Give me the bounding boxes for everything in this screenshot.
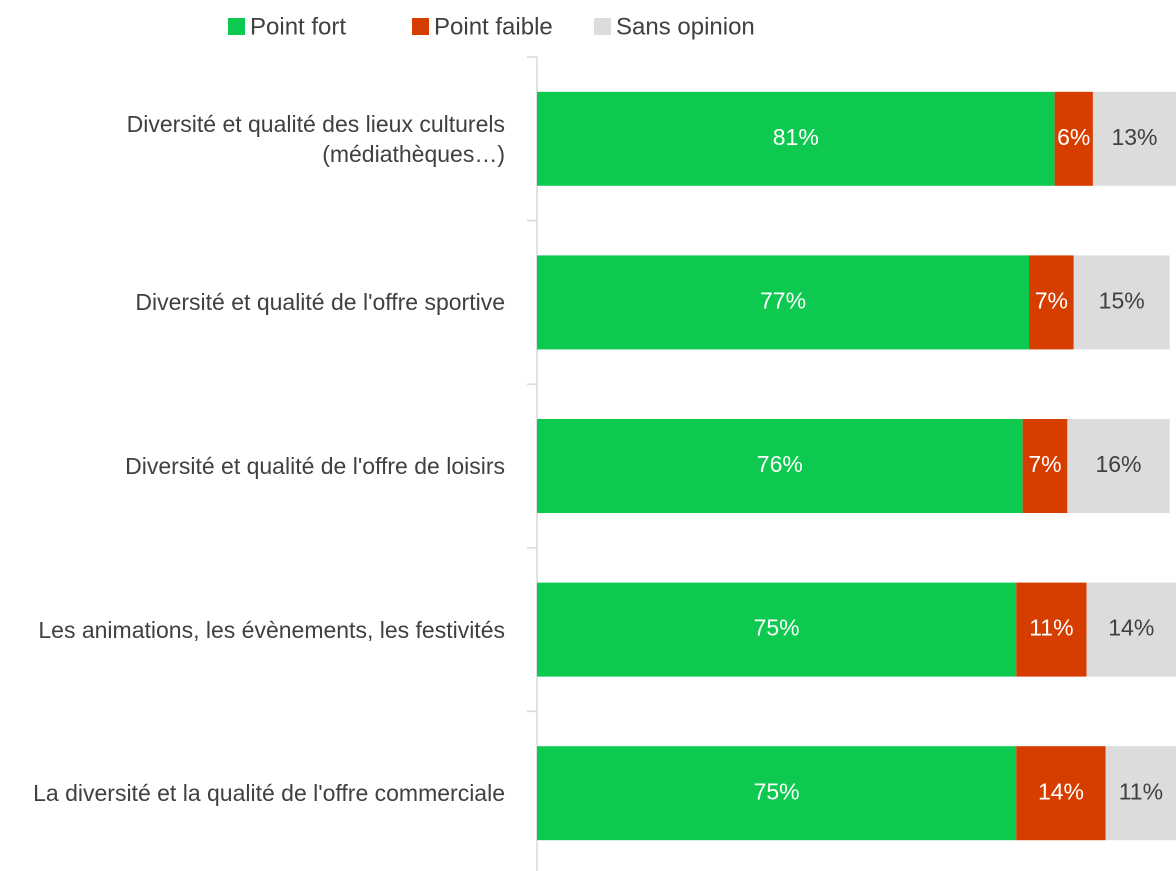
category-label: Diversité et qualité de l'offre de loisi… xyxy=(0,451,505,481)
category-text: Les animations, les évènements, les fest… xyxy=(38,616,505,643)
legend-swatch xyxy=(228,18,245,35)
category-label: La diversité et la qualité de l'offre co… xyxy=(0,778,505,808)
legend-label: Point faible xyxy=(434,13,553,40)
value-label: 11% xyxy=(1119,778,1163,804)
category-label: Diversité et qualité de l'offre sportive xyxy=(0,287,505,317)
bar-segment xyxy=(1054,91,1093,186)
value-label: 76% xyxy=(757,451,803,477)
bar-segment xyxy=(1029,255,1074,350)
bar-segment xyxy=(537,255,1030,350)
bar-segment xyxy=(537,746,1017,841)
value-label: 14% xyxy=(1108,615,1154,641)
legend-label: Sans opinion xyxy=(616,13,755,40)
legend-swatch xyxy=(594,18,611,35)
bar-segment xyxy=(537,91,1055,186)
category-text: La diversité et la qualité de l'offre co… xyxy=(33,780,505,807)
bar-segment xyxy=(1016,582,1087,677)
legend-swatch xyxy=(412,18,429,35)
bar-segment xyxy=(1016,746,1106,841)
bar-segment xyxy=(1092,91,1176,186)
category-text: Diversité et qualité de l'offre de loisi… xyxy=(125,453,505,479)
value-label: 13% xyxy=(1111,124,1157,150)
value-label: 16% xyxy=(1095,451,1141,477)
bar-segment xyxy=(537,582,1017,677)
value-label: 6% xyxy=(1057,124,1090,150)
bar-segment xyxy=(1022,419,1068,513)
category-label: Diversité et qualité des lieux culturels… xyxy=(0,109,505,169)
value-label: 75% xyxy=(754,778,800,804)
bar-segment xyxy=(537,419,1023,513)
value-label: 81% xyxy=(773,124,819,150)
value-label: 11% xyxy=(1029,615,1073,641)
category-label: Les animations, les évènements, les fest… xyxy=(0,615,505,645)
bar-segment xyxy=(1105,746,1176,841)
value-label: 7% xyxy=(1028,451,1061,477)
bar-segment xyxy=(1067,419,1170,513)
category-text: Diversité et qualité de l'offre sportive xyxy=(135,289,505,316)
value-label: 14% xyxy=(1038,778,1084,804)
category-text: Diversité et qualité des lieux culturels… xyxy=(126,110,505,167)
value-label: 75% xyxy=(754,615,800,641)
bar-segment xyxy=(1086,582,1176,677)
value-label: 15% xyxy=(1099,287,1145,313)
value-label: 7% xyxy=(1035,287,1068,313)
bar-segment xyxy=(1073,255,1170,350)
legend-label: Point fort xyxy=(250,13,346,40)
value-label: 77% xyxy=(760,287,806,313)
